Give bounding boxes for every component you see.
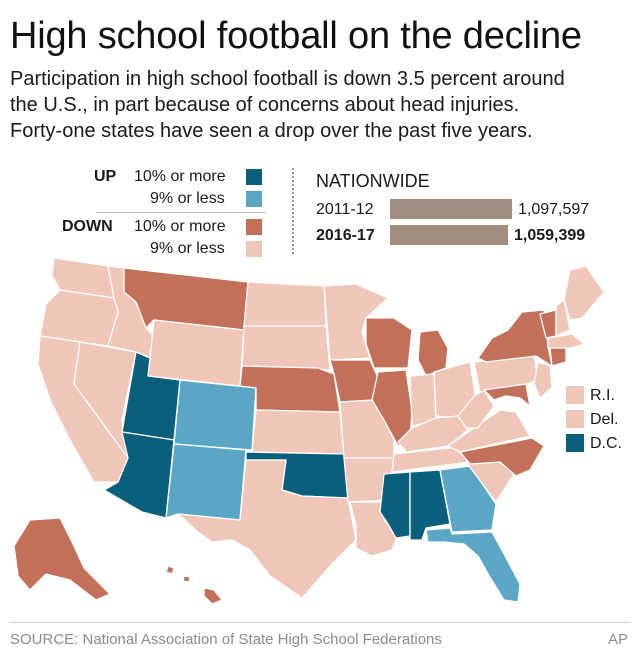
state-wi	[365, 317, 413, 369]
intro-line: the U.S., in part because of concerns ab…	[10, 94, 520, 116]
legend-down-small-label: 9% or less	[150, 240, 225, 257]
state-wv	[457, 389, 495, 429]
nationwide-value-2016: 1,059,399	[514, 227, 586, 244]
state-sd	[241, 325, 331, 371]
nationwide-label-2011: 2011-12	[316, 201, 374, 218]
small-state-dc-swatch	[566, 434, 584, 452]
small-state-de-label: Del.	[590, 411, 619, 428]
page-title: High school football on the decline	[10, 15, 582, 57]
state-ga	[439, 465, 497, 533]
small-state-ri-label: R.I.	[590, 387, 615, 404]
legend-up-small-label: 9% or less	[150, 190, 225, 207]
nationwide-title: NATIONWIDE	[316, 171, 430, 191]
credit: AP	[607, 631, 628, 648]
small-state-ri-swatch	[566, 386, 584, 404]
legend: UP 10% or more 9% or less DOWN 10% or mo…	[0, 162, 280, 262]
legend-up-heading: UP	[94, 168, 117, 185]
legend-up-big-label: 10% or more	[134, 168, 226, 185]
state-md	[483, 383, 531, 407]
state-ak	[13, 517, 111, 601]
state-nc	[459, 437, 545, 477]
intro-line: Participation in high school football is…	[10, 68, 565, 90]
state-mt	[123, 267, 249, 331]
nationwide-label-2016: 2016-17	[316, 227, 375, 244]
state-nj	[533, 361, 553, 399]
footer-divider	[10, 622, 630, 623]
legend-up-small-swatch	[246, 191, 262, 207]
state-tx	[177, 459, 357, 599]
state-co	[173, 379, 257, 451]
legend-down-small-swatch	[246, 241, 262, 257]
state-ks	[251, 409, 345, 455]
legend-down-big-swatch	[246, 219, 262, 235]
state-in	[409, 373, 437, 427]
legend-divider	[96, 212, 266, 213]
legend-down-heading: DOWN	[62, 218, 113, 235]
state-wy	[147, 319, 245, 387]
state-fl	[425, 527, 521, 603]
intro-text: Participation in high school football is…	[10, 66, 630, 144]
legend-separator	[292, 168, 294, 254]
state-nd	[243, 281, 327, 327]
small-state-dc-label: D.C.	[590, 435, 622, 452]
small-state-de-swatch	[566, 410, 584, 428]
nationwide-bar-2016	[390, 225, 508, 245]
intro-line: Forty-one states have seen a drop over t…	[10, 120, 533, 142]
state-hi	[165, 565, 223, 605]
state-ma	[547, 333, 585, 349]
state-me	[563, 265, 605, 321]
nationwide-value-2011: 1,097,597	[518, 201, 590, 218]
state-nm	[165, 443, 247, 521]
state-nh	[555, 299, 571, 337]
source-note: SOURCE: National Association of State Hi…	[10, 631, 442, 648]
nationwide-bar-2011	[390, 199, 512, 219]
legend-down-big-label: 10% or more	[134, 218, 226, 235]
legend-up-big-swatch	[246, 169, 262, 185]
state-ct	[549, 347, 567, 367]
